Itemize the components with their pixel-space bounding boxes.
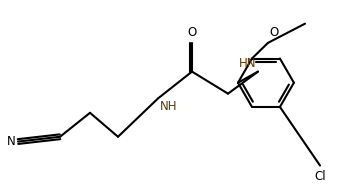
Text: HN: HN [239, 57, 256, 70]
Text: N: N [6, 135, 15, 148]
Text: NH: NH [160, 100, 177, 113]
Text: Cl: Cl [314, 170, 326, 183]
Text: O: O [270, 26, 279, 39]
Text: O: O [187, 26, 197, 39]
